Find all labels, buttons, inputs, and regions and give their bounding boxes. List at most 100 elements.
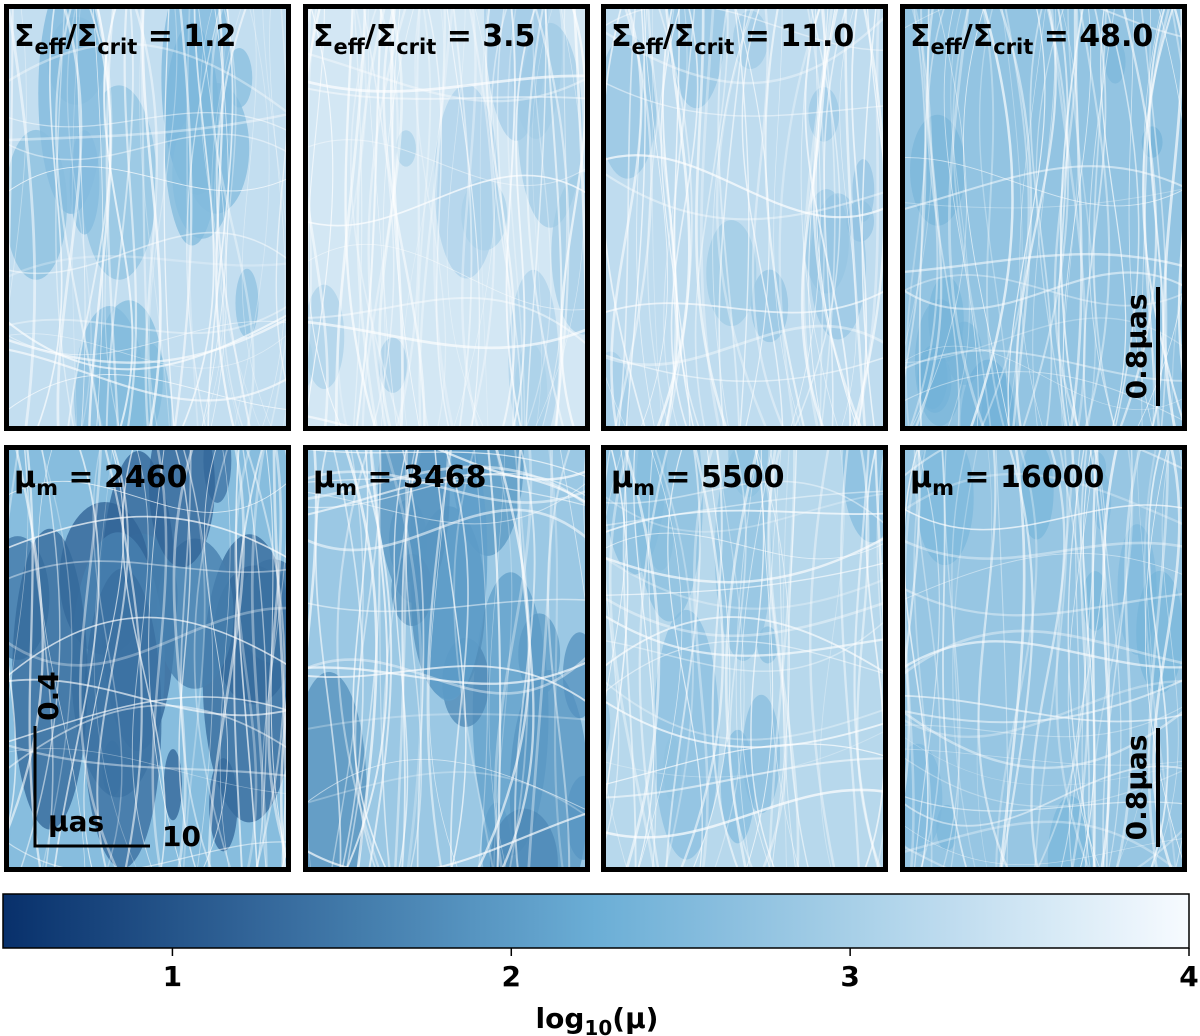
caustic-line	[1104, 4, 1140, 431]
caustic-line	[900, 585, 1187, 617]
caustic-line	[622, 445, 637, 872]
caustic-line	[601, 561, 888, 597]
caustic-line	[601, 509, 888, 535]
panel-label: μm = 5500	[611, 460, 785, 500]
caustic-line	[900, 4, 933, 368]
caustic-line	[250, 445, 268, 872]
caustic-line	[1148, 4, 1167, 431]
caustic-line	[712, 4, 754, 431]
caustic-line	[433, 445, 467, 872]
caustic-line	[272, 445, 287, 872]
caustic-line	[234, 445, 258, 872]
caustic-line	[1029, 4, 1053, 431]
caustic-network	[601, 445, 888, 872]
low-mag-region	[396, 130, 416, 167]
caustic-network	[4, 4, 291, 431]
caustic-line	[1143, 445, 1177, 872]
caustic-network	[900, 445, 1187, 872]
caustic-line	[733, 4, 750, 431]
caustic-line	[123, 4, 138, 431]
caustic-line	[23, 445, 54, 872]
caustic-line	[900, 504, 1187, 531]
caustic-line	[978, 4, 1030, 431]
caustic-line	[38, 445, 86, 872]
caustic-line	[1081, 445, 1099, 872]
caustic-line	[303, 297, 590, 349]
low-mag-region	[484, 4, 549, 141]
caustic-line	[235, 445, 259, 872]
panel-r2-c1: μm = 2460	[4, 445, 291, 872]
low-mag-region	[83, 568, 162, 869]
caustic-line	[392, 4, 421, 431]
caustic-line	[1142, 4, 1187, 431]
caustic-line	[1055, 445, 1092, 872]
panel-r1-c1: Σeff/Σcrit = 1.2	[4, 4, 291, 431]
caustic-line	[559, 445, 590, 872]
caustic-line	[353, 445, 393, 872]
caustic-line	[941, 445, 969, 872]
caustic-line	[335, 4, 367, 431]
caustic-line	[488, 445, 508, 872]
scale-bar-label: 0.8μas	[1120, 735, 1153, 841]
low-mag-region	[156, 538, 234, 689]
axis-horizontal-label: 10	[162, 820, 201, 853]
caustic-network	[601, 4, 888, 431]
panel-label: μm = 16000	[910, 460, 1104, 500]
caustic-line	[819, 445, 845, 872]
caustic-line	[622, 445, 661, 872]
panel-r1-c3: Σeff/Σcrit = 11.0	[601, 4, 888, 431]
caustic-line	[4, 320, 291, 356]
caustic-line	[663, 4, 688, 431]
low-mag-region	[226, 47, 253, 108]
caustic-line	[900, 445, 1187, 481]
panel-label: Σeff/Σcrit = 1.2	[14, 19, 236, 59]
caustic-line	[38, 445, 73, 872]
caustic-line	[141, 4, 162, 431]
caustic-line	[200, 445, 228, 872]
panel-frame	[4, 4, 291, 431]
caustic-line	[760, 445, 788, 872]
caustic-line	[4, 678, 291, 717]
caustic-line	[4, 133, 291, 161]
caustic-line	[712, 445, 745, 872]
caustic-line	[303, 139, 590, 187]
caustic-line	[547, 445, 565, 872]
caustic-line	[241, 4, 274, 431]
caustic-line	[945, 4, 970, 431]
caustic-line	[378, 4, 404, 431]
caustic-line	[400, 445, 420, 872]
caustic-line	[768, 445, 796, 872]
caustic-line	[913, 445, 933, 872]
caustic-line	[909, 4, 967, 431]
caustic-line	[980, 4, 1007, 431]
caustic-line	[383, 445, 423, 872]
caustic-line	[505, 4, 523, 431]
axis-vertical-label: 0.4	[32, 671, 65, 721]
caustic-line	[717, 4, 741, 431]
caustic-network	[900, 4, 1187, 431]
caustic-line	[6, 4, 37, 431]
low-mag-region	[4, 129, 67, 280]
caustic-line	[853, 445, 881, 872]
caustic-line	[1015, 4, 1057, 431]
caustic-line	[647, 445, 657, 872]
caustic-line	[806, 4, 826, 431]
caustic-line	[976, 445, 993, 872]
caustic-line	[4, 704, 291, 773]
caustic-line	[610, 4, 643, 431]
low-mag-region	[742, 694, 780, 814]
low-mag-region	[235, 268, 259, 338]
axis-unit-label: μas	[48, 805, 104, 838]
caustic-line	[823, 4, 848, 431]
caustic-line	[303, 712, 590, 731]
caustic-line	[862, 445, 886, 872]
caustic-line	[499, 445, 535, 872]
caustic-line	[1068, 445, 1106, 872]
caustic-line	[751, 4, 787, 431]
caustic-line	[902, 445, 929, 872]
caustic-line	[699, 4, 722, 431]
caustic-line	[345, 445, 380, 872]
caustic-line	[219, 445, 231, 872]
caustic-line	[83, 445, 125, 872]
